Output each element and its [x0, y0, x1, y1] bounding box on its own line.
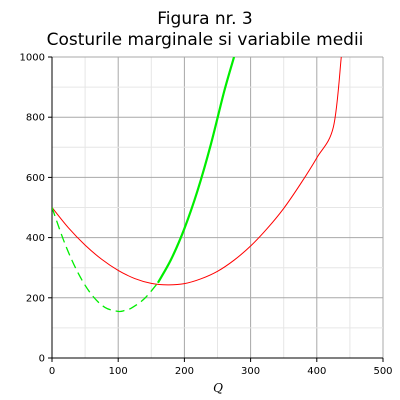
- x-axis-label: Q: [213, 381, 223, 395]
- x-tick-label: 300: [241, 366, 260, 377]
- x-tick-label: 400: [307, 366, 326, 377]
- y-tick-label: 800: [26, 113, 45, 124]
- y-tick-label: 600: [26, 173, 45, 184]
- y-tick-label: 0: [39, 354, 45, 365]
- chart-title: Figura nr. 3: [157, 9, 252, 29]
- series-line-3: [156, 57, 236, 284]
- series-line-1: [52, 57, 342, 286]
- plot-area: 0 100 200 300 400 500 0 200 400 600 800 1000: [20, 53, 393, 378]
- y-tick-label: 400: [26, 233, 45, 244]
- chart-subtitle: Costurile marginale si variabile medii: [47, 30, 364, 50]
- y-tick-label: 1000: [20, 53, 45, 64]
- x-tick-label: 500: [373, 366, 392, 377]
- x-tick-label: 0: [49, 366, 55, 377]
- x-tick-label: 200: [175, 366, 194, 377]
- y-tick-label: 200: [26, 293, 45, 304]
- x-tick-label: 100: [109, 366, 128, 377]
- series-line-2: [52, 207, 159, 313]
